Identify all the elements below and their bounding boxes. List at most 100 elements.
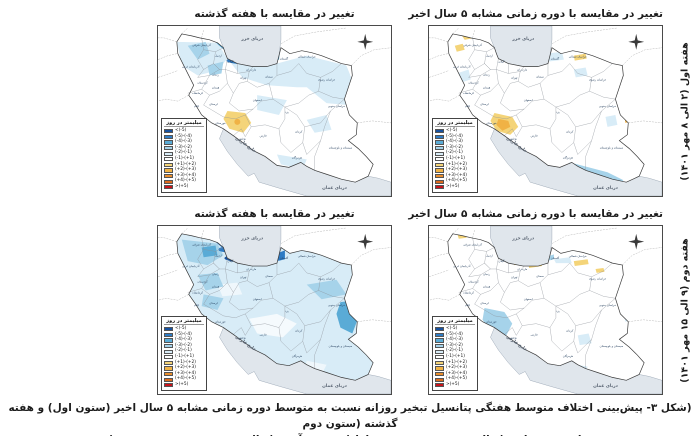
legend-row: (+1)-(+2) bbox=[435, 162, 475, 168]
legend-label: (+3)-(+4) bbox=[446, 370, 467, 376]
map-panel-week2-vs-lastweek: میلیمتر در روز <(-5) (-5)-(-4) (-4)-(-3)… bbox=[157, 225, 392, 395]
legend-row: >(+5) bbox=[164, 184, 204, 190]
legend-row: <(-5) bbox=[164, 326, 204, 332]
legend-row: (-4)-(-3) bbox=[164, 337, 204, 344]
legend-label: (+4)-(+5) bbox=[175, 376, 196, 382]
legend-swatch bbox=[164, 151, 173, 156]
legend-swatch bbox=[164, 343, 173, 349]
legend-row: (-4)-(-3) bbox=[164, 139, 204, 146]
legend-row: <(-5) bbox=[435, 326, 475, 332]
legend-row: (+4)-(+5) bbox=[164, 179, 204, 185]
legend-title: میلیمتر در روز bbox=[164, 120, 204, 128]
legend-row: (+4)-(+5) bbox=[435, 377, 475, 383]
map-panel-week1-vs-lastweek: میلیمتر در روز <(-5) (-5)-(-4) (-4)-(-3)… bbox=[157, 25, 392, 197]
legend-label: <(-5) bbox=[446, 326, 458, 332]
legend-row: >(+5) bbox=[435, 382, 475, 388]
legend-swatch bbox=[164, 377, 173, 382]
legend-label: (-1)-(+1) bbox=[175, 354, 194, 360]
legend-swatch bbox=[164, 185, 173, 190]
legend-label: (-2)-(-1) bbox=[175, 348, 192, 354]
legend-row: >(+5) bbox=[164, 382, 204, 388]
legend-title: میلیمتر در روز bbox=[435, 318, 475, 326]
legend-swatch bbox=[435, 366, 444, 371]
legend-swatch bbox=[164, 140, 173, 145]
legend-swatch bbox=[164, 349, 173, 354]
map-legend: میلیمتر در روز <(-5) (-5)-(-4) (-4)-(-3)… bbox=[161, 118, 207, 193]
caption-line-2: برای هفته جاری (۲ الی ۸ مهر ۱۴۰۱؛ ردیف ا… bbox=[0, 432, 700, 436]
legend-swatch bbox=[435, 383, 444, 388]
legend-swatch bbox=[164, 179, 173, 184]
legend-title: میلیمتر در روز bbox=[164, 318, 204, 326]
legend-label: (+3)-(+4) bbox=[446, 172, 467, 178]
legend-swatch bbox=[435, 343, 444, 349]
legend-label: (-4)-(-3) bbox=[446, 139, 463, 145]
legend-swatch bbox=[435, 151, 444, 156]
legend-row: (+4)-(+5) bbox=[435, 179, 475, 185]
legend-label: (-5)-(-4) bbox=[446, 331, 463, 337]
legend-label: <(-5) bbox=[175, 128, 187, 134]
legend-row: (+3)-(+4) bbox=[435, 371, 475, 377]
legend-swatch bbox=[164, 371, 173, 377]
legend-swatch bbox=[164, 134, 173, 139]
legend-label: >(+5) bbox=[446, 382, 460, 388]
iran-map bbox=[429, 226, 662, 394]
legend-swatch bbox=[435, 129, 444, 134]
map-legend: میلیمتر در روز <(-5) (-5)-(-4) (-4)-(-3)… bbox=[432, 316, 478, 391]
legend-swatch bbox=[164, 327, 173, 332]
legend-label: (+4)-(+5) bbox=[446, 178, 467, 184]
legend-swatch bbox=[164, 157, 173, 162]
legend-swatch bbox=[435, 168, 444, 173]
iran-map bbox=[429, 26, 662, 196]
legend-swatch bbox=[164, 332, 173, 337]
legend-label: (-1)-(+1) bbox=[175, 156, 194, 162]
legend-row: (-5)-(-4) bbox=[164, 332, 204, 338]
legend-row: >(+5) bbox=[435, 184, 475, 190]
row-label-week1: هفته اول (۲ الی ۸ مهر ۱۴۰۱) bbox=[679, 41, 691, 181]
legend-label: (+3)-(+4) bbox=[175, 370, 196, 376]
legend-label: <(-5) bbox=[446, 128, 458, 134]
legend-swatch bbox=[164, 383, 173, 388]
legend-row: (-3)-(-2) bbox=[164, 145, 204, 151]
legend-swatch bbox=[435, 327, 444, 332]
legend-row: (+4)-(+5) bbox=[164, 377, 204, 383]
legend-swatch bbox=[164, 129, 173, 134]
map-legend: میلیمتر در روز <(-5) (-5)-(-4) (-4)-(-3)… bbox=[432, 118, 478, 193]
legend-row: (+2)-(+3) bbox=[435, 365, 475, 372]
panel-title-week2-vs-lastweek: تغییر در مقایسه با هفته گذشته bbox=[194, 208, 355, 220]
legend-row: (-1)-(+1) bbox=[164, 354, 204, 360]
iran-map bbox=[158, 226, 391, 394]
legend-title: میلیمتر در روز bbox=[435, 120, 475, 128]
legend-row: (-3)-(-2) bbox=[164, 343, 204, 349]
legend-label: (+1)-(+2) bbox=[446, 359, 467, 365]
legend-row: (-3)-(-2) bbox=[435, 145, 475, 151]
legend-swatch bbox=[435, 349, 444, 354]
map-panel-week2-vs-5years: میلیمتر در روز <(-5) (-5)-(-4) (-4)-(-3)… bbox=[428, 225, 663, 395]
legend-row: (+1)-(+2) bbox=[164, 162, 204, 168]
legend-label: (-5)-(-4) bbox=[446, 133, 463, 139]
legend-row: (-4)-(-3) bbox=[435, 337, 475, 344]
legend-row: (+3)-(+4) bbox=[435, 173, 475, 179]
legend-label: (-5)-(-4) bbox=[175, 133, 192, 139]
legend-swatch bbox=[435, 179, 444, 184]
legend-row: (-1)-(+1) bbox=[435, 156, 475, 162]
legend-row: <(-5) bbox=[435, 128, 475, 134]
legend-row: (-5)-(-4) bbox=[435, 332, 475, 338]
legend-row: (+2)-(+3) bbox=[164, 167, 204, 174]
legend-row: (-2)-(-1) bbox=[164, 349, 204, 355]
legend-row: (+3)-(+4) bbox=[164, 371, 204, 377]
legend-row: <(-5) bbox=[164, 128, 204, 134]
legend-label: (+1)-(+2) bbox=[175, 359, 196, 365]
legend-label: (+1)-(+2) bbox=[175, 161, 196, 167]
legend-row: (+2)-(+3) bbox=[435, 167, 475, 174]
legend-label: (-2)-(-1) bbox=[446, 348, 463, 354]
legend-label: (+3)-(+4) bbox=[175, 172, 196, 178]
legend-swatch bbox=[435, 338, 444, 343]
legend-label: >(+5) bbox=[175, 382, 189, 388]
legend-row: (-2)-(-1) bbox=[435, 151, 475, 157]
legend-label: >(+5) bbox=[175, 184, 189, 190]
legend-row: (+1)-(+2) bbox=[164, 360, 204, 366]
legend-swatch bbox=[164, 355, 173, 360]
iran-map bbox=[158, 26, 391, 196]
legend-swatch bbox=[435, 377, 444, 382]
legend-label: <(-5) bbox=[175, 326, 187, 332]
